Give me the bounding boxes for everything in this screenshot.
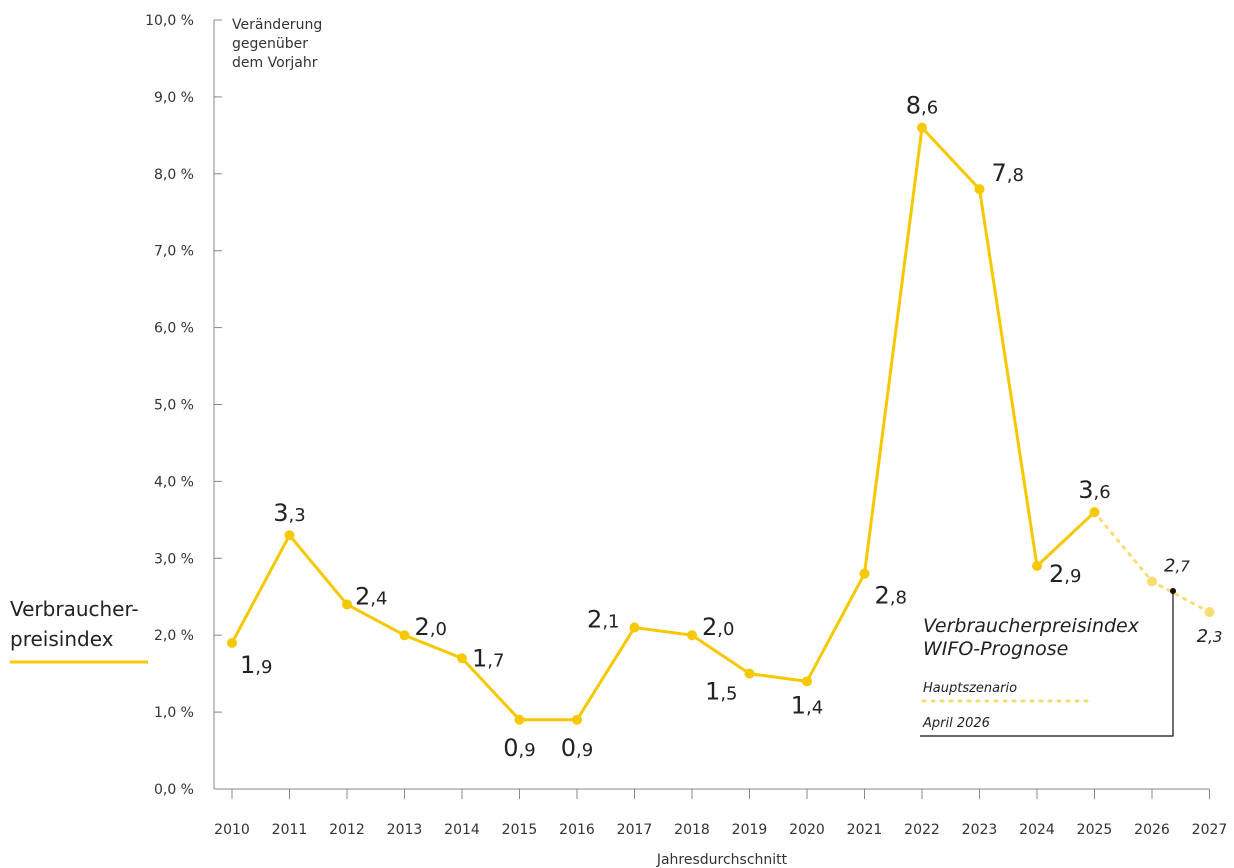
- x-tick-label: 2012: [329, 822, 365, 838]
- data-point: [572, 714, 582, 725]
- data-label: 1,7: [472, 644, 504, 672]
- series-layer: [227, 122, 1215, 725]
- data-label: 0,9: [561, 734, 593, 762]
- legend-forecast-scenario: Hauptszenario: [923, 681, 1017, 696]
- series-line-forecast: [1093, 510, 1211, 614]
- x-tick-label: 2023: [962, 822, 998, 838]
- data-point: [744, 668, 755, 679]
- data-label: 2,8: [875, 582, 907, 610]
- legend-forecast-title: WIFO-Prognose: [923, 638, 1068, 660]
- axes: 0,0 % 1,0 % 2,0 % 3,0 % 4,0 % 5,0 % 6,0 % 7,0 %…: [145, 13, 1227, 868]
- x-tick-label: 2027: [1192, 822, 1228, 838]
- data-label: 2,1: [587, 606, 619, 634]
- series-line-cpi: [230, 126, 1096, 722]
- y-tick-label: 4,0 %: [154, 474, 194, 490]
- x-axis-title: Jahresdurchschnitt: [656, 852, 788, 868]
- x-tick-label: 2014: [444, 822, 480, 838]
- y-tick-label: 3,0 %: [154, 551, 194, 567]
- x-tick-label: 2010: [214, 822, 250, 838]
- x-tick-label: 2026: [1134, 822, 1170, 838]
- x-tick-label: 2016: [559, 822, 595, 838]
- data-label: 1,5: [705, 678, 737, 706]
- x-tick-label: 2018: [674, 822, 710, 838]
- forecast-point: [1204, 607, 1215, 618]
- data-point: [399, 630, 410, 641]
- data-point: [974, 184, 985, 195]
- data-point: [802, 676, 812, 687]
- x-tick-label: 2011: [272, 822, 308, 838]
- data-label: 1,4: [791, 691, 823, 719]
- x-tick-label: 2022: [904, 822, 940, 838]
- data-point: [917, 122, 927, 133]
- data-label: 2,0: [415, 613, 447, 641]
- data-label: 1,9: [240, 651, 272, 679]
- data-point: [1089, 507, 1100, 518]
- data-label: 0,9: [503, 734, 535, 762]
- legend-forecast-date: April 2026: [922, 716, 990, 731]
- y-tick-label: 6,0 %: [154, 321, 194, 337]
- data-label: 2,4: [355, 582, 387, 610]
- data-point: [342, 599, 352, 610]
- x-tick-label: 2024: [1019, 822, 1055, 838]
- y-axis-title: dem Vorjahr: [232, 55, 318, 71]
- y-tick-label: 8,0 %: [154, 167, 194, 183]
- data-point: [227, 637, 237, 648]
- x-tick-label: 2025: [1077, 822, 1113, 838]
- x-tick-label: 2019: [732, 822, 768, 838]
- legend: Verbraucher-preisindex Verbraucherpreisin…: [10, 588, 1176, 737]
- data-point: [1032, 560, 1042, 571]
- y-tick-label: 7,0 %: [154, 244, 194, 260]
- x-tick-label: 2020: [789, 822, 825, 838]
- legend-forecast-title: Verbraucherpreisindex: [923, 615, 1140, 637]
- data-label: 2,9: [1049, 560, 1081, 588]
- x-tick-label: 2021: [847, 822, 883, 838]
- legend-main-label: Verbraucher-: [10, 597, 139, 621]
- data-labels: 1,9 3,3 2,4 2,0 1,7 0,9 0,9 2,1 2,0 1,5 1,4 2,8 8,6 7…: [240, 92, 1222, 762]
- y-tick-label: 10,0 %: [145, 13, 194, 29]
- x-tick-label: 2015: [502, 822, 538, 838]
- data-point: [514, 714, 525, 725]
- data-point: [859, 568, 870, 579]
- data-label: 2,0: [702, 613, 734, 641]
- data-label: 3,3: [273, 499, 305, 527]
- y-axis-title: Veränderung: [232, 17, 322, 33]
- x-tick-label: 2013: [387, 822, 423, 838]
- data-point: [284, 530, 295, 541]
- data-label: 8,6: [906, 92, 938, 120]
- y-tick-label: 9,0 %: [154, 90, 194, 106]
- forecast-connector: [920, 591, 1174, 737]
- x-tick-label: 2017: [617, 822, 653, 838]
- forecast-data-label: 2,7: [1164, 555, 1190, 576]
- data-point: [687, 630, 697, 641]
- y-tick-label: 5,0 %: [154, 398, 194, 414]
- data-point: [629, 622, 640, 633]
- forecast-data-label: 2,3: [1197, 626, 1223, 647]
- y-tick-label: 2,0 %: [154, 628, 194, 644]
- data-label: 7,8: [992, 159, 1024, 187]
- data-label: 3,6: [1078, 476, 1110, 504]
- y-tick-label: 0,0 %: [154, 782, 194, 798]
- data-point: [457, 653, 467, 664]
- legend-main-label: preisindex: [10, 627, 114, 651]
- y-axis-title: gegenüber: [232, 36, 308, 52]
- forecast-point: [1147, 576, 1157, 587]
- y-tick-label: 1,0 %: [154, 705, 194, 721]
